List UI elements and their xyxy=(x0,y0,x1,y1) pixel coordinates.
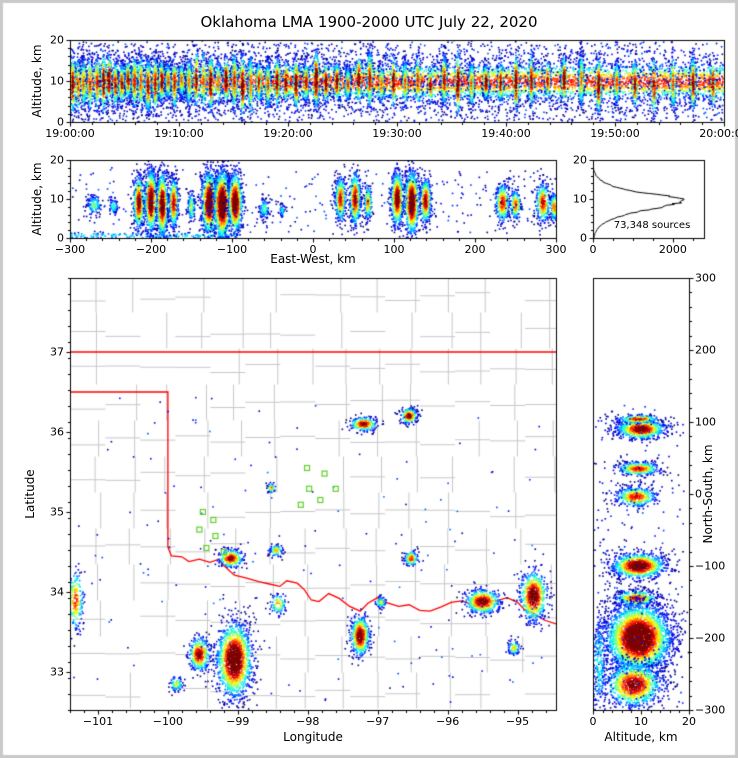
lma-figure: Oklahoma LMA 1900-2000 UTC July 22, 2020… xyxy=(0,0,738,758)
figure-canvas xyxy=(0,0,738,758)
